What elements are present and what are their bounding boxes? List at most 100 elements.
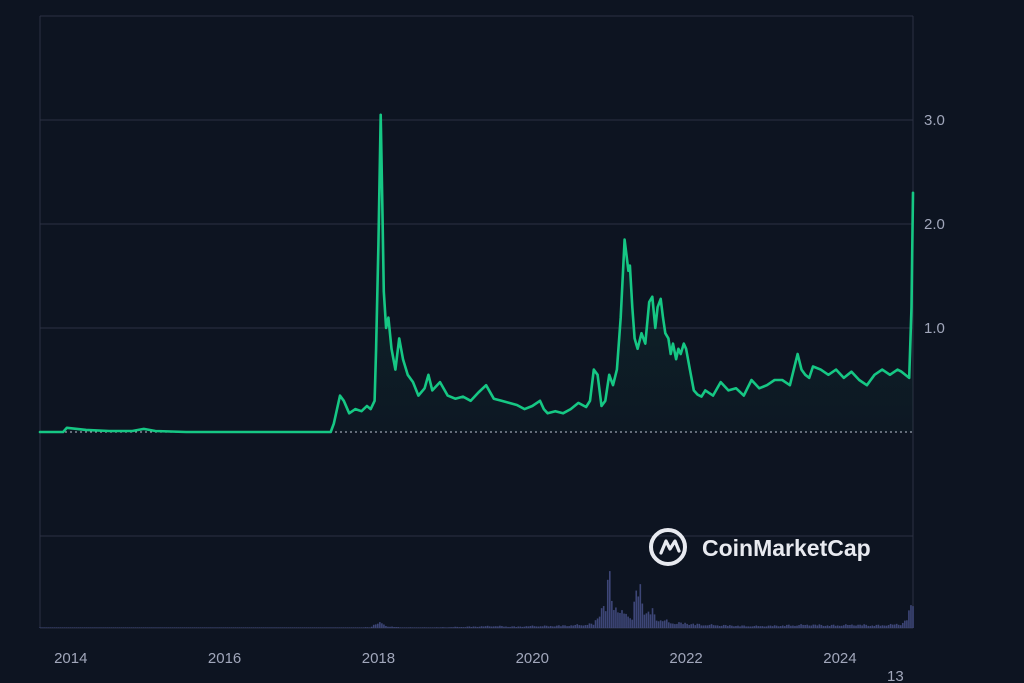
volume-bar [281, 627, 283, 628]
volume-bar [65, 627, 68, 628]
volume-bar [578, 625, 581, 628]
volume-bar [651, 608, 654, 628]
volume-bar [889, 623, 892, 628]
volume-bar [438, 627, 440, 628]
corner-label: 13 [887, 668, 904, 683]
volume-bar [474, 626, 477, 628]
volume-bar [326, 627, 328, 628]
volume-bar [497, 626, 499, 628]
volume-bar [643, 614, 646, 628]
volume-bar [731, 625, 733, 628]
volume-bar [525, 626, 528, 628]
volume-bar [191, 627, 194, 628]
volume-bar [765, 626, 768, 628]
volume-bar [165, 627, 167, 628]
volume-bar [320, 627, 322, 628]
volume-bar [698, 623, 701, 628]
volume-bar [792, 625, 794, 628]
volume-bar [100, 627, 102, 628]
volume-bar [777, 626, 780, 628]
volume-bar [197, 627, 200, 628]
volume-bar [460, 627, 463, 628]
volume-bar [753, 626, 756, 628]
volume-bar [214, 627, 216, 628]
volume-bar [729, 625, 731, 628]
volume-bar [484, 626, 487, 628]
volume-bar [759, 626, 762, 628]
volume-bar [49, 627, 51, 628]
volume-bar [788, 624, 790, 628]
volume-bar [285, 627, 288, 628]
volume-bar [43, 627, 45, 628]
y-axis-tick-labels: 1.0 2.0 3.0 [924, 112, 945, 337]
volume-bar [421, 627, 424, 628]
volume-bar [865, 624, 867, 628]
volume-bar [590, 623, 593, 628]
volume-bar [179, 627, 182, 628]
volume-bar [183, 627, 186, 628]
volume-bar [649, 614, 652, 628]
volume-bar [242, 627, 245, 628]
volume-bar [580, 625, 583, 628]
volume-bar [114, 627, 117, 628]
volume-bar [568, 626, 570, 628]
volume-bar [895, 623, 898, 628]
volume-bar [265, 627, 267, 628]
volume-bar [661, 621, 664, 628]
volume-bar [466, 626, 469, 628]
volume-bar [173, 627, 176, 628]
volume-bar [881, 625, 884, 628]
volume-bar [843, 625, 845, 628]
volume-bar [704, 625, 707, 628]
volume-bar [781, 625, 784, 628]
volume-bar [444, 627, 446, 628]
volume-bar [159, 627, 161, 628]
volume-bar [883, 625, 886, 628]
volume-bar [706, 625, 709, 628]
volume-bar [128, 627, 131, 628]
volume-bar [153, 627, 155, 628]
volume-bar [722, 624, 725, 628]
volume-bar [574, 624, 576, 628]
volume-bar [356, 627, 359, 628]
volume-bar [832, 624, 835, 628]
volume-bar [77, 627, 80, 628]
volume-bar [767, 625, 770, 628]
volume-bar [51, 627, 54, 628]
volume-bar [562, 625, 564, 628]
volume-bar [79, 627, 82, 628]
volume-bar [566, 626, 568, 628]
volume-bar [315, 627, 318, 628]
volume-bar [446, 627, 448, 628]
volume-bar [98, 627, 100, 628]
volume-bar [75, 627, 78, 628]
volume-bar [724, 625, 727, 628]
volume-bar [240, 627, 243, 628]
volume-bar [543, 625, 546, 628]
volume-bar [90, 627, 92, 628]
volume-bar [293, 627, 296, 628]
volume-bar [96, 627, 98, 628]
volume-bar [680, 622, 682, 628]
volume-bar [57, 627, 60, 628]
volume-bar [161, 627, 163, 628]
volume-bar [397, 627, 399, 628]
volume-bar [358, 627, 361, 628]
volume-bar [374, 624, 377, 628]
volume-bar [169, 627, 172, 628]
volume-bar [322, 627, 324, 628]
x-tick-label-2020: 2020 [516, 650, 549, 667]
volume-bar [806, 624, 808, 628]
volume-bar [69, 627, 72, 628]
volume-bar [248, 627, 251, 628]
volume-bar [582, 625, 585, 628]
volume-bar [779, 625, 782, 628]
volume-bar [297, 627, 300, 628]
volume-bar [401, 627, 404, 628]
volume-bar [275, 627, 277, 628]
y-tick-label-1.0: 1.0 [924, 320, 945, 337]
volume-bar [834, 625, 837, 628]
x-tick-label-2014: 2014 [54, 650, 87, 667]
volume-bar [55, 627, 58, 628]
volume-bar [495, 626, 497, 628]
